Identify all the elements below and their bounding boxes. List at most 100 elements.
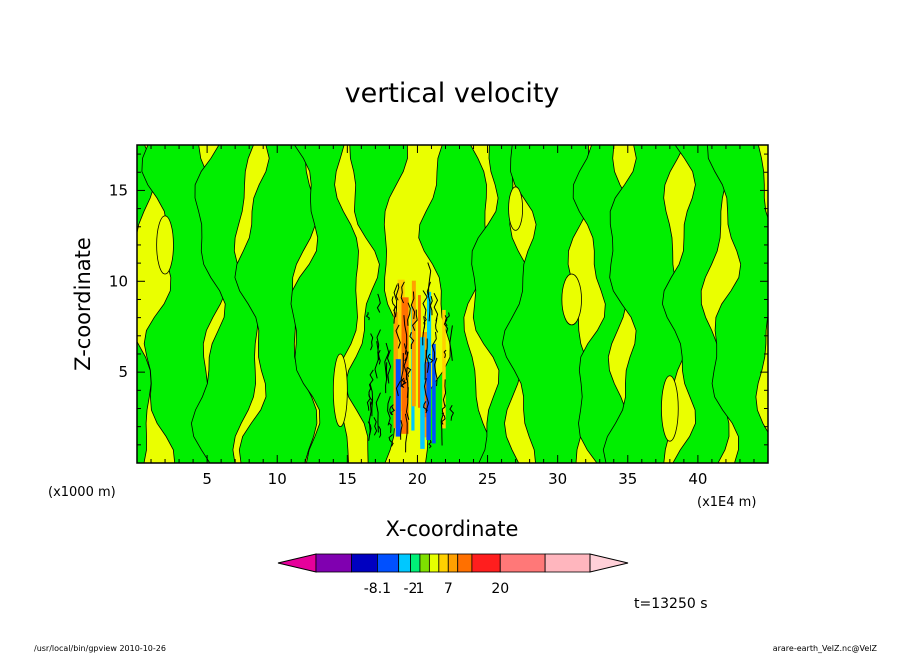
contour-line bbox=[374, 341, 379, 379]
contour-line bbox=[423, 377, 430, 412]
colorbar-swatch bbox=[377, 553, 400, 573]
x-axis-label: X-coordinate bbox=[386, 517, 519, 541]
colorbar-max-triangle bbox=[589, 553, 629, 573]
contour-line bbox=[431, 331, 437, 360]
contour-line bbox=[384, 342, 390, 381]
contour-line bbox=[404, 413, 408, 453]
time-label: t=13250 s bbox=[634, 596, 708, 612]
contour-line bbox=[449, 405, 454, 421]
contour-line bbox=[378, 426, 382, 438]
contour-line bbox=[441, 412, 446, 425]
contour-line bbox=[367, 421, 372, 436]
colorbar-swatch bbox=[499, 553, 546, 573]
x-tick-label: 40 bbox=[688, 470, 707, 488]
downdraft-band bbox=[137, 145, 156, 463]
contour-line bbox=[434, 357, 438, 387]
y-axis-label: Z-coordinate bbox=[71, 237, 95, 371]
colorbar-swatch bbox=[315, 553, 352, 573]
contour-line bbox=[403, 315, 408, 355]
contour-line bbox=[377, 349, 381, 365]
updraft-island bbox=[156, 215, 174, 275]
contour-line bbox=[442, 379, 447, 407]
x-tick-label: 25 bbox=[478, 470, 497, 488]
x-tick-label: 15 bbox=[338, 470, 357, 488]
contour-line bbox=[443, 315, 449, 334]
contour-line bbox=[400, 377, 407, 389]
colorbar-swatch bbox=[351, 553, 378, 573]
contour-line bbox=[373, 417, 378, 436]
convective-cell bbox=[411, 280, 416, 407]
y-tick-label: 15 bbox=[109, 181, 128, 199]
contour-line bbox=[395, 380, 402, 397]
colorbar-tick-label: 7 bbox=[444, 581, 453, 597]
updraft-island bbox=[508, 186, 524, 231]
contour-line bbox=[389, 404, 394, 416]
contour-line bbox=[433, 292, 439, 322]
contour-line bbox=[422, 290, 428, 317]
contour-line bbox=[386, 349, 392, 384]
contour-line bbox=[403, 351, 409, 381]
colorbar-tick-label: 1 bbox=[415, 581, 424, 597]
convective-cell bbox=[418, 295, 421, 408]
convective-cell bbox=[427, 291, 432, 409]
colorbar-swatch bbox=[428, 553, 440, 573]
y-axis-ticks: 5 10 15 bbox=[109, 153, 768, 446]
contour-line bbox=[375, 392, 381, 433]
colorbar-swatch bbox=[398, 553, 411, 573]
y-tick-label: 5 bbox=[118, 363, 128, 381]
convective-cell bbox=[426, 362, 431, 441]
contour-line bbox=[407, 302, 411, 326]
contour-line bbox=[403, 343, 408, 362]
colorbar-tick-label: -2 bbox=[403, 581, 417, 597]
footer-right: arare-earth_VelZ.nc@VelZ bbox=[773, 644, 878, 653]
updraft-island bbox=[661, 375, 679, 442]
contour-line bbox=[395, 324, 401, 349]
contour-line bbox=[428, 439, 432, 449]
colorbar-swatch bbox=[419, 553, 430, 573]
contour-line bbox=[395, 283, 400, 301]
colorbar-swatch bbox=[438, 553, 449, 573]
contour-line bbox=[443, 349, 447, 359]
contour-line bbox=[444, 312, 450, 327]
x-tick-label: 20 bbox=[408, 470, 427, 488]
chart-title: vertical velocity bbox=[345, 78, 560, 109]
x-unit-label: (x1E4 m) bbox=[697, 495, 756, 510]
contour-line bbox=[400, 281, 405, 304]
contour-line bbox=[427, 353, 434, 363]
convective-cell bbox=[393, 312, 398, 429]
colorbar-tick-label: 20 bbox=[491, 581, 509, 597]
colorbar-swatch bbox=[457, 553, 473, 573]
contour-line bbox=[440, 412, 445, 446]
contour-line bbox=[424, 349, 427, 380]
contour-line bbox=[400, 420, 403, 440]
colorbar-min-triangle bbox=[277, 553, 317, 573]
contour-line bbox=[423, 316, 427, 329]
contour-line bbox=[369, 383, 374, 417]
contour-line bbox=[393, 284, 398, 318]
contour-line bbox=[409, 332, 415, 349]
contour-line bbox=[368, 369, 374, 390]
contour-line bbox=[376, 293, 381, 313]
colorbar: -8.1 -21 7 20 bbox=[277, 553, 629, 597]
x-axis-ticks: 5 10 15 20 25 30 35 40 bbox=[150, 145, 755, 488]
colorbar-tick-label: -8.1 bbox=[364, 581, 391, 597]
contour-line bbox=[368, 387, 373, 406]
contour-line bbox=[405, 387, 410, 420]
contour-line bbox=[400, 353, 404, 388]
contour-line bbox=[412, 309, 418, 331]
contour-line bbox=[376, 329, 381, 361]
x-tick-label: 35 bbox=[618, 470, 637, 488]
contour-line bbox=[427, 262, 432, 296]
contour-line bbox=[410, 291, 416, 319]
colorbar-swatch bbox=[447, 553, 459, 573]
convective-cell bbox=[442, 309, 446, 429]
contour-line bbox=[390, 405, 396, 416]
convective-cell bbox=[401, 297, 409, 434]
y-unit-label: (x1000 m) bbox=[48, 485, 116, 500]
contour-line bbox=[426, 281, 431, 322]
contour-line bbox=[388, 422, 392, 433]
updraft-island bbox=[332, 353, 348, 428]
y-tick-label: 10 bbox=[109, 272, 128, 290]
contour-line bbox=[388, 434, 394, 447]
